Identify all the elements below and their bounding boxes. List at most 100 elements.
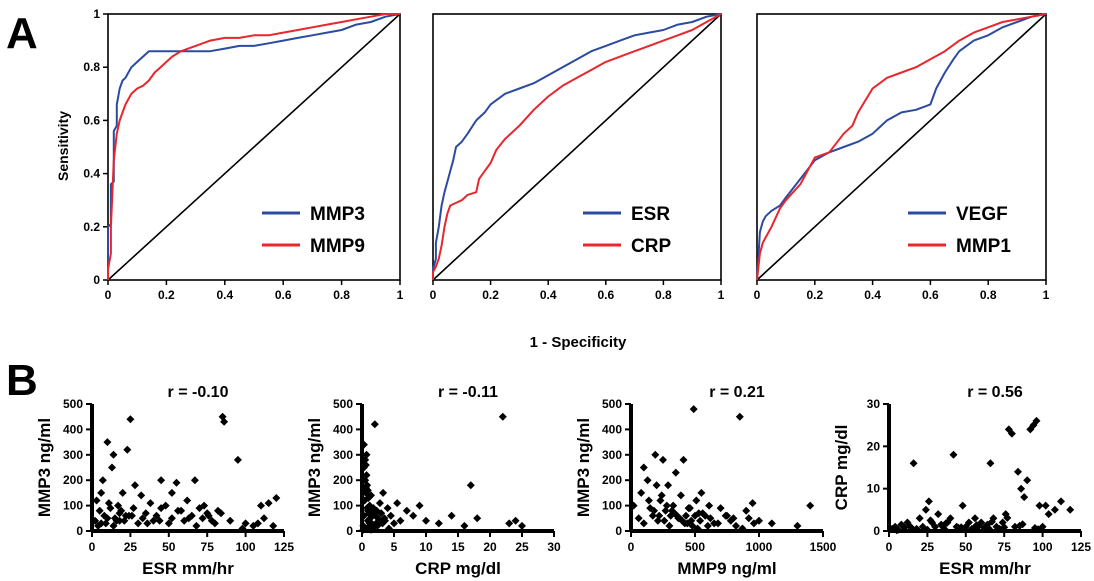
correlation-title: r = 0.21 <box>709 384 765 401</box>
data-point <box>447 511 456 520</box>
data-point <box>129 504 138 513</box>
data-point <box>682 511 690 520</box>
data-point <box>1000 523 1009 532</box>
roc-chart-esr-crp: 0 0.2 0.4 0.6 0.8 1 ESR CRP <box>430 13 725 302</box>
data-point <box>657 491 666 500</box>
data-point <box>705 501 714 510</box>
data-point <box>908 524 916 533</box>
data-point <box>696 516 705 525</box>
x-tick-label: 1 <box>397 288 404 302</box>
data-point <box>396 516 405 525</box>
data-point <box>161 501 170 510</box>
reference-diagonal <box>756 13 1047 281</box>
data-point <box>143 519 152 528</box>
data-point <box>172 478 181 487</box>
data-point <box>167 488 176 497</box>
data-point <box>629 501 638 510</box>
data-point <box>109 521 118 530</box>
data-point <box>1032 416 1041 425</box>
data-point <box>923 525 932 534</box>
data-point <box>706 514 715 523</box>
data-point <box>104 499 113 508</box>
y-tick-label: 1 <box>93 7 100 21</box>
data-point <box>198 514 207 523</box>
scatter-chart-esr-mmp3: 0 25 50 75 100 125 0 100 200 300 400 500 r = -0.10 ES… <box>35 384 294 578</box>
x-tick-label: 75 <box>201 540 215 554</box>
reference-diagonal <box>107 13 401 281</box>
data-point <box>693 524 702 533</box>
x-tick-label: 0 <box>89 540 96 554</box>
data-point <box>742 506 751 515</box>
data-point <box>957 523 966 532</box>
y-tick-label: 400 <box>333 422 353 436</box>
reference-diagonal <box>432 13 722 281</box>
data-point <box>264 499 273 508</box>
panel-b-label: B <box>6 356 38 405</box>
y-tick-label: 200 <box>602 473 622 487</box>
x-tick-label: 0 <box>628 540 635 554</box>
plot-frame <box>756 13 1047 281</box>
data-point <box>1018 520 1027 529</box>
data-point <box>269 521 278 530</box>
data-point <box>91 516 100 525</box>
data-point <box>363 516 372 525</box>
data-point <box>1023 476 1032 485</box>
y-tick-label: 200 <box>333 473 353 487</box>
data-point <box>257 501 265 510</box>
data-point <box>721 511 730 520</box>
data-point <box>386 511 395 520</box>
x-tick-label: 100 <box>236 540 256 554</box>
data-point <box>662 501 671 510</box>
y-axis-label: MMP3 ng/ml <box>35 418 54 517</box>
data-point <box>210 519 219 528</box>
data-point <box>361 483 370 492</box>
data-point <box>698 509 707 518</box>
data-point <box>691 511 699 520</box>
y-tick-label: 100 <box>602 499 622 513</box>
y-tick-label: 0.2 <box>83 220 100 234</box>
y-axis-label: MMP3 ng/ml <box>305 418 324 517</box>
data-point <box>949 450 958 459</box>
x-tick-label: 0.6 <box>275 288 292 302</box>
x-tick-label: 0 <box>359 540 366 554</box>
x-tick-label: 0.8 <box>980 288 997 302</box>
y-tick-label: 0 <box>873 524 880 538</box>
data-point <box>986 459 995 468</box>
data-point <box>97 519 106 528</box>
x-tick-label: 75 <box>998 540 1012 554</box>
data-point <box>1035 501 1044 510</box>
data-point <box>703 521 712 530</box>
x-tick-label: 25 <box>124 540 138 554</box>
data-point <box>639 519 648 528</box>
x-tick-label: 0.2 <box>482 288 499 302</box>
data-point <box>738 524 747 533</box>
data-point <box>174 506 182 515</box>
data-point <box>108 463 116 472</box>
data-point <box>651 450 660 459</box>
y-tick-label: 0.6 <box>83 113 100 127</box>
data-point <box>127 511 136 520</box>
data-point <box>364 494 373 502</box>
data-point <box>518 521 526 530</box>
roc-chart-vegf-mmp1: 0 0.2 0.4 0.6 0.8 1 VEGF MMP1 <box>754 13 1050 302</box>
y-tick-label: 20 <box>867 439 881 453</box>
data-point <box>639 463 648 472</box>
data-point <box>726 516 735 525</box>
data-point <box>665 521 674 530</box>
data-point <box>984 524 993 533</box>
data-point <box>692 496 701 505</box>
x-tick-label: 0.6 <box>597 288 614 302</box>
panel-a-label: A <box>6 9 38 58</box>
data-point <box>157 476 166 485</box>
data-point <box>1044 510 1053 519</box>
data-point <box>659 455 667 464</box>
y-tick-label: 200 <box>63 473 83 487</box>
data-point <box>732 521 740 530</box>
legend-label-crp: CRP <box>631 236 671 257</box>
x-tick-label: 30 <box>547 540 561 554</box>
data-point <box>650 506 658 515</box>
data-point <box>184 514 193 523</box>
data-point <box>716 504 725 513</box>
y-tick-label: 300 <box>63 448 83 462</box>
data-point <box>155 516 164 525</box>
